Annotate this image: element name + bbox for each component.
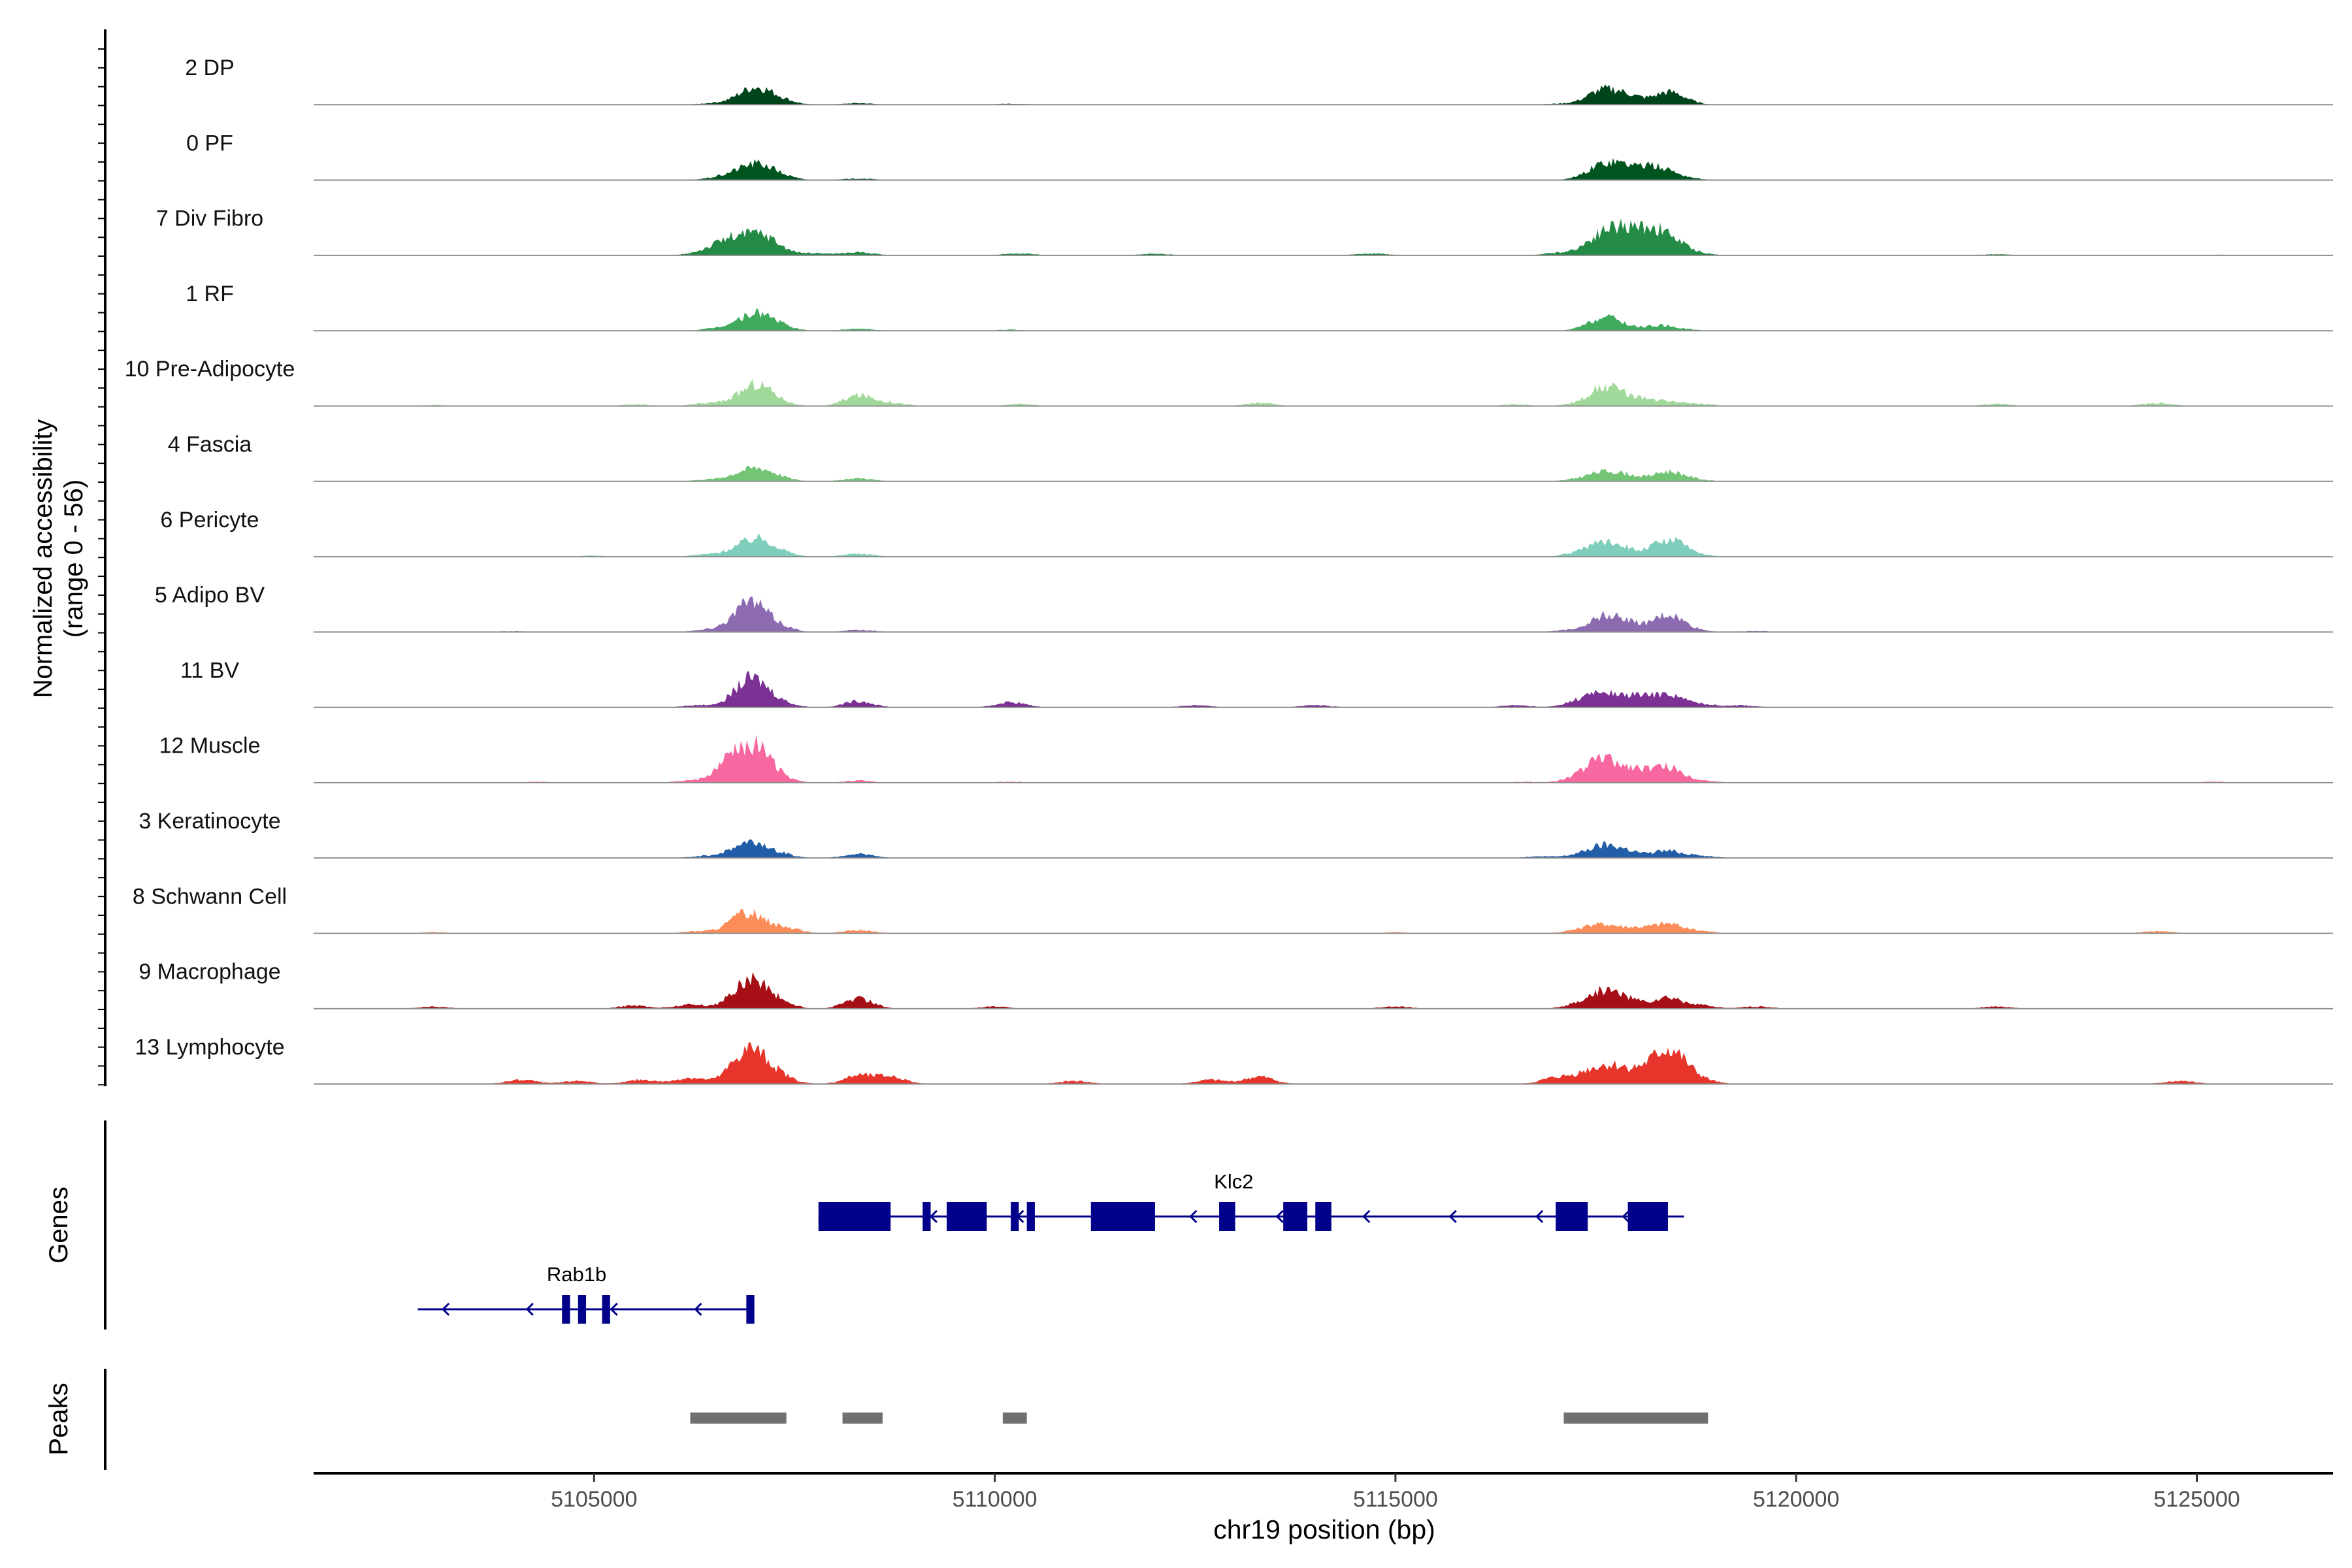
- track-label: 4 Fascia: [168, 433, 252, 457]
- coverage-area: [314, 218, 2333, 255]
- strand-arrow: [1535, 1209, 1544, 1224]
- strand-arrow: [441, 1302, 450, 1316]
- coverage-track: 0 PF: [186, 131, 2333, 181]
- strand-arrow: [1362, 1209, 1371, 1224]
- gene-exon: [818, 1202, 891, 1231]
- coverage-track: 3 Keratinocyte: [139, 809, 2333, 859]
- gene-exon: [1219, 1202, 1235, 1231]
- coverage-area: [314, 972, 2333, 1009]
- coverage-track: 12 Muscle: [159, 734, 2333, 783]
- coverage-area: [314, 465, 2333, 482]
- coverage-area: [314, 909, 2333, 934]
- coverage-tracks: 2 DP 0 PF 7 Div Fibro 1 RF 10 Pre-Adipocyte 4…: [125, 56, 2333, 1085]
- coverage-track: 10 Pre-Adipocyte: [125, 357, 2333, 407]
- peak-bar: [690, 1413, 787, 1424]
- y-axis-label-line1: Normalized accessibility: [29, 419, 57, 698]
- coverage-track: 1 RF: [186, 282, 2333, 332]
- gene-exon: [1627, 1202, 1668, 1231]
- strand-arrow: [1189, 1209, 1198, 1224]
- coverage-area: [314, 596, 2333, 632]
- gene-exon: [1556, 1202, 1588, 1231]
- gene-exon: [562, 1295, 570, 1324]
- gene-exon: [1090, 1202, 1155, 1231]
- gene-name: Rab1b: [547, 1263, 606, 1286]
- strand-arrow: [1275, 1209, 1284, 1224]
- y-axis: [98, 29, 106, 1086]
- gene-exon: [923, 1202, 931, 1231]
- track-label: 10 Pre-Adipocyte: [125, 357, 295, 382]
- track-label: 7 Div Fibro: [156, 206, 263, 231]
- coverage-track: 7 Div Fibro: [156, 206, 2333, 256]
- genes-panel: Genes Klc2 Rab1b: [44, 1120, 1684, 1330]
- coverage-track: 8 Schwann Cell: [133, 884, 2333, 934]
- strand-arrow: [694, 1302, 702, 1316]
- coverage-area: [314, 734, 2333, 783]
- gene-name: Klc2: [1214, 1170, 1253, 1193]
- peak-bar: [1563, 1413, 1708, 1424]
- gene-exon: [578, 1295, 587, 1324]
- y-axis-label-line2: (range 0 - 56): [59, 480, 88, 638]
- strand-arrow: [610, 1302, 618, 1316]
- coverage-track: 6 Pericyte: [160, 508, 2333, 558]
- coverage-area: [314, 671, 2333, 708]
- x-tick-label: 5110000: [953, 1487, 1037, 1512]
- coverage-area: [314, 839, 2333, 858]
- gene-exon: [746, 1295, 755, 1324]
- strand-arrow: [1622, 1209, 1630, 1224]
- track-label: 13 Lymphocyte: [135, 1035, 284, 1060]
- coverage-track: 4 Fascia: [168, 433, 2333, 482]
- coverage-area: [314, 532, 2333, 557]
- x-tick-label: 5120000: [1753, 1487, 1839, 1512]
- coverage-track: 11 BV: [180, 658, 2333, 708]
- coverage-area: [314, 84, 2333, 105]
- track-label: 3 Keratinocyte: [139, 809, 280, 834]
- gene-exon: [1283, 1202, 1307, 1231]
- genes-label: Genes: [44, 1186, 73, 1264]
- x-axis: 5105000 5110000 5115000 5120000 5125000 chr1…: [314, 1472, 2333, 1544]
- track-label: 2 DP: [185, 56, 235, 80]
- track-label: 9 Macrophage: [139, 960, 280, 985]
- coverage-area: [314, 379, 2333, 406]
- track-label: 6 Pericyte: [160, 508, 259, 532]
- track-label: 1 RF: [186, 282, 234, 306]
- gene-exon: [1315, 1202, 1331, 1231]
- strand-arrow: [525, 1302, 534, 1316]
- gene-exon: [947, 1202, 987, 1231]
- track-label: 0 PF: [186, 131, 233, 155]
- peak-bars: [690, 1413, 1708, 1424]
- gene-exon: [1011, 1202, 1019, 1231]
- peaks-panel: Peaks: [44, 1369, 1708, 1470]
- x-tick-label: 5115000: [1353, 1487, 1438, 1512]
- gene-exon: [1026, 1202, 1035, 1231]
- peak-bar: [1002, 1413, 1027, 1424]
- strand-arrow: [1448, 1209, 1457, 1224]
- y-axis-label: Normalized accessibility (range 0 - 56): [29, 419, 88, 698]
- coverage-area: [314, 157, 2333, 180]
- peak-bar: [842, 1413, 883, 1424]
- gene-exon: [602, 1295, 610, 1324]
- gene-model: Rab1b: [417, 1263, 755, 1324]
- coverage-track: 5 Adipo BV: [155, 583, 2333, 633]
- coverage-track: 13 Lymphocyte: [135, 1035, 2333, 1085]
- peaks-label: Peaks: [44, 1382, 73, 1455]
- x-tick-label: 5105000: [551, 1487, 637, 1512]
- coverage-track: 2 DP: [185, 56, 2333, 106]
- gene-models: Klc2 Rab1b: [417, 1170, 1684, 1324]
- track-label: 5 Adipo BV: [155, 583, 265, 608]
- coverage-area: [314, 308, 2333, 331]
- gene-model: Klc2: [818, 1170, 1684, 1231]
- strand-arrow: [929, 1209, 938, 1224]
- x-axis-label: chr19 position (bp): [1213, 1514, 1435, 1544]
- track-label: 11 BV: [180, 658, 239, 683]
- coverage-area: [314, 1042, 2333, 1085]
- track-label: 8 Schwann Cell: [133, 884, 287, 909]
- x-tick-label: 5125000: [2153, 1487, 2240, 1512]
- track-label: 12 Muscle: [159, 734, 261, 759]
- coverage-track: 9 Macrophage: [139, 960, 2333, 1009]
- x-axis-ticks: 5105000 5110000 5115000 5120000 5125000: [551, 1473, 2240, 1512]
